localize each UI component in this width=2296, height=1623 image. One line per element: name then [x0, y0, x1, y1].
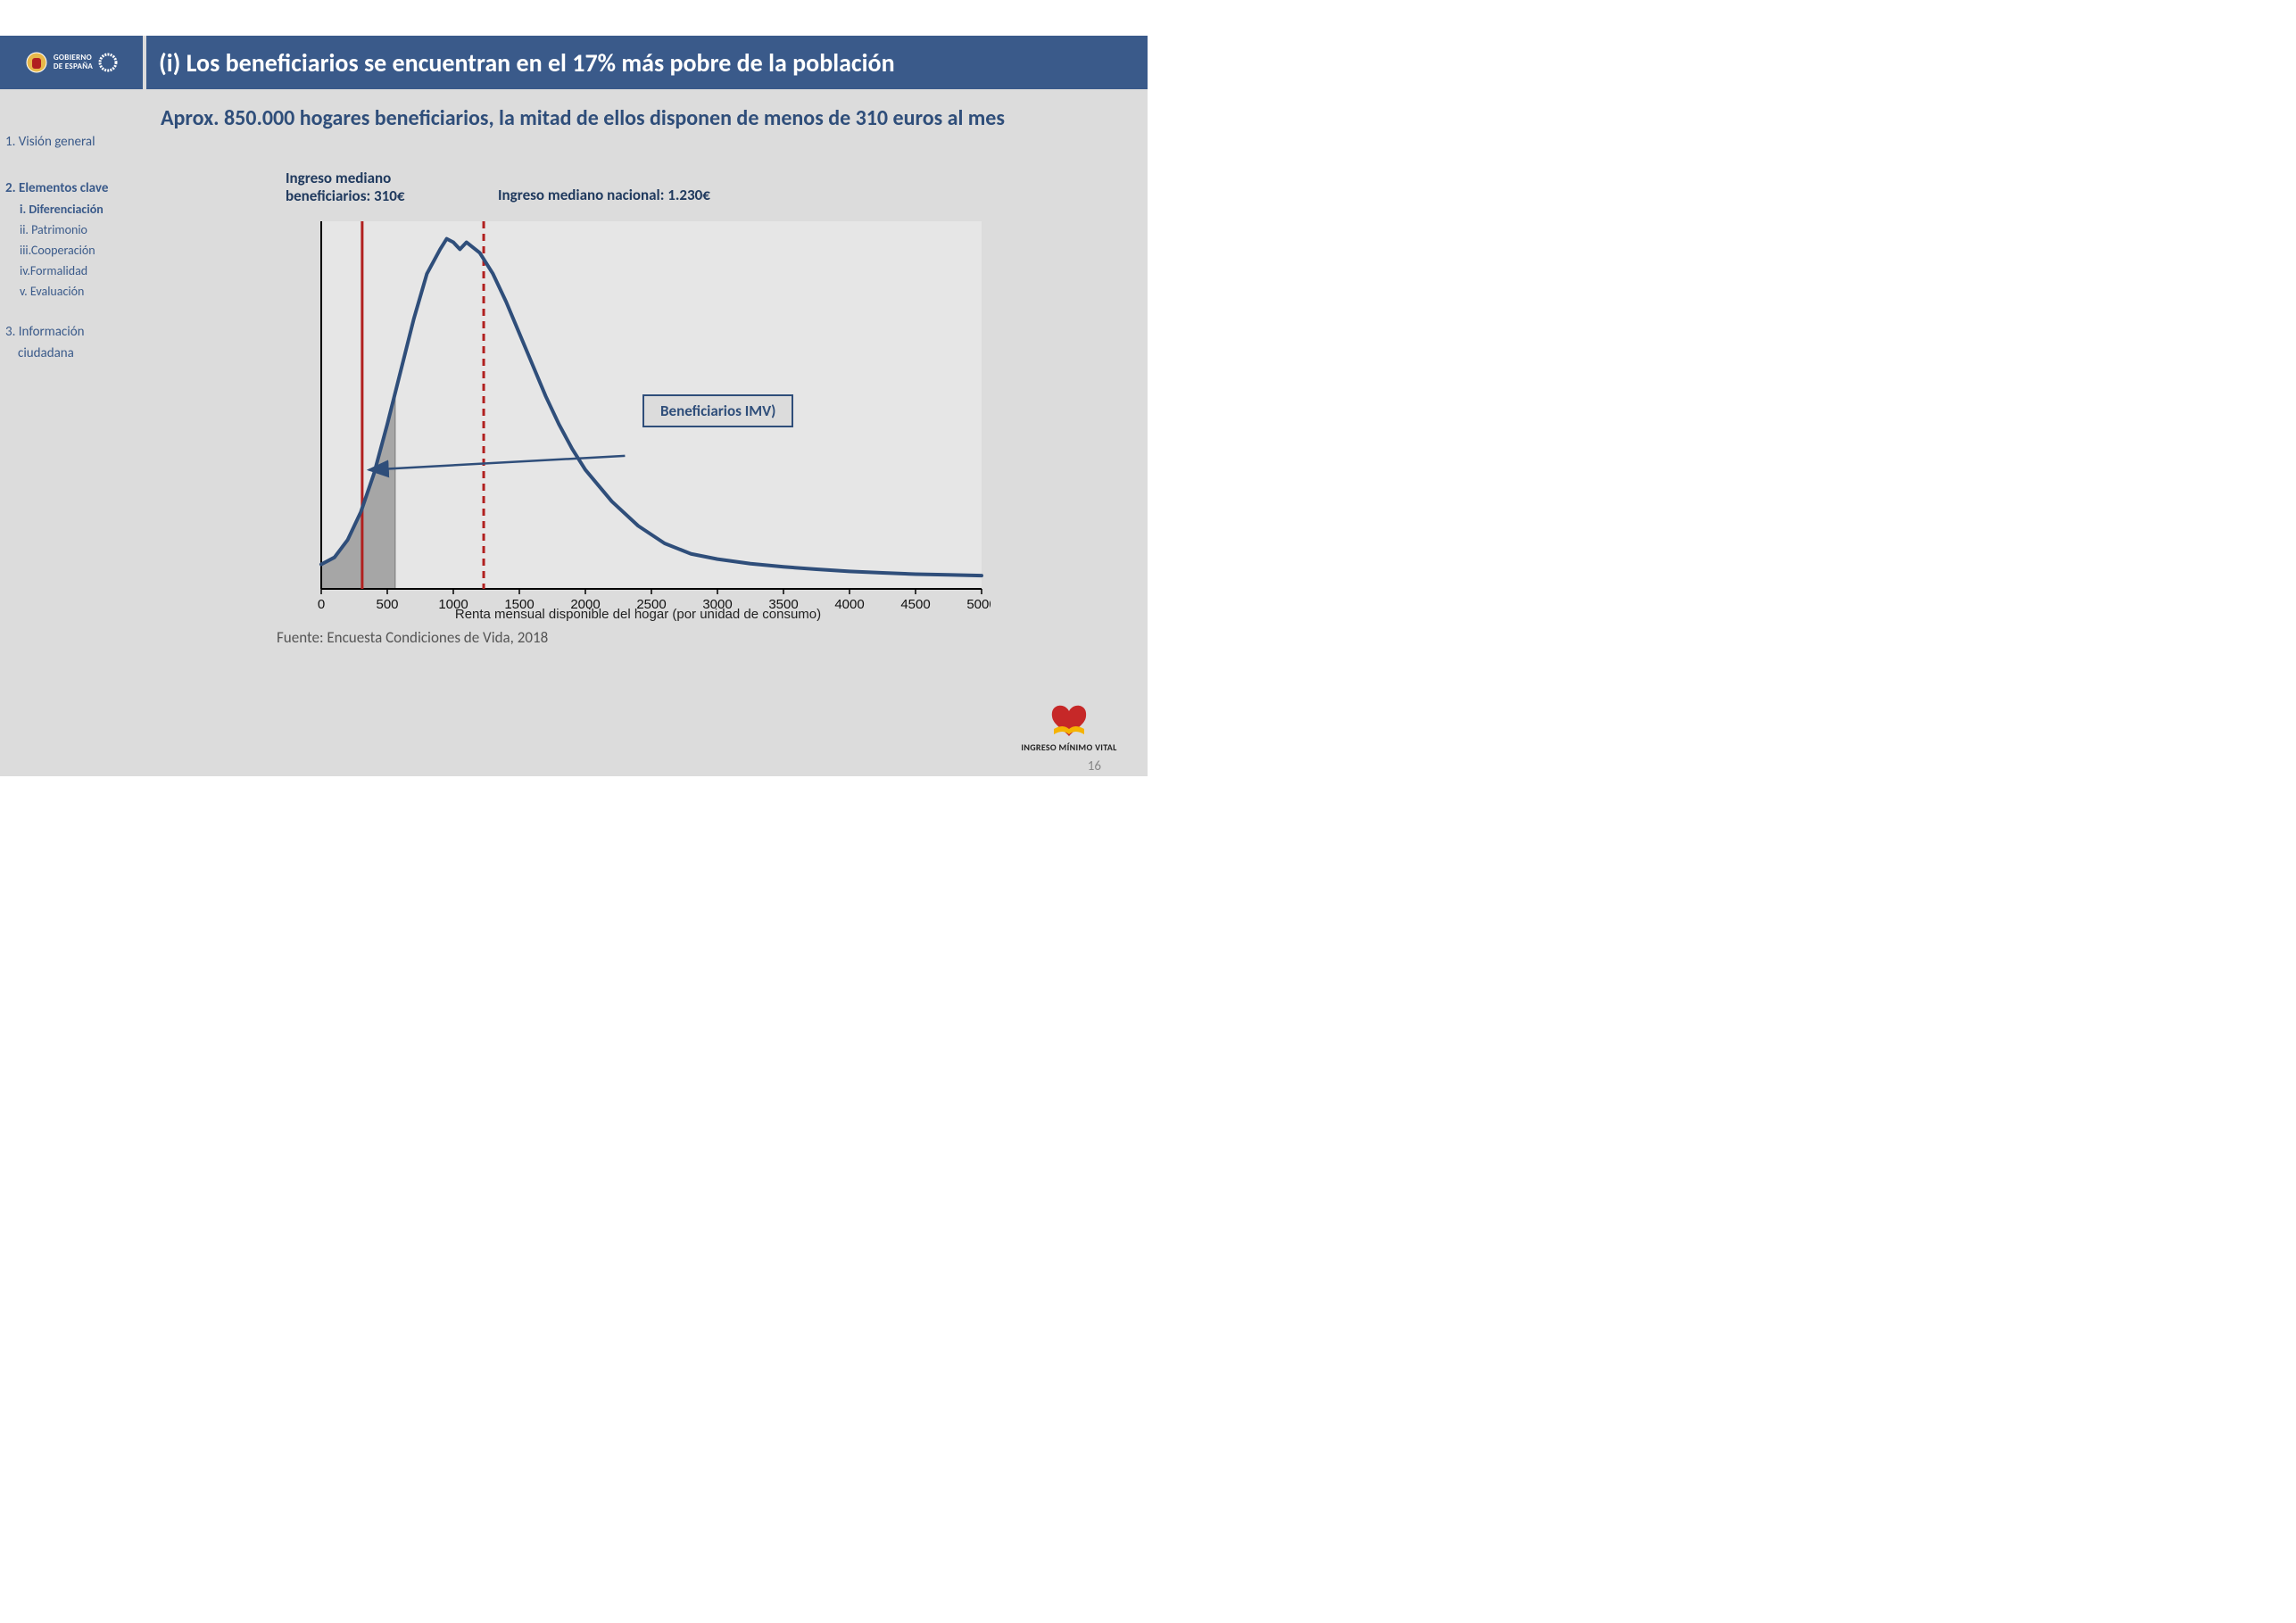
slide-subtitle: Aprox. 850.000 hogares beneficiarios, la… — [161, 105, 1133, 132]
gov-text: GOBIERNO DE ESPAÑA — [54, 54, 93, 71]
sidebar-item[interactable]: 1. Visión general — [5, 134, 162, 150]
agenda-2030-icon — [98, 53, 118, 72]
footer-logo: INGRESO MÍNIMO VITAL — [1007, 702, 1131, 753]
chart-xlabel: Renta mensual disponible del hogar (por … — [286, 607, 991, 622]
density-chart: 0500100015002000250030003500400045005000… — [286, 218, 991, 628]
sidebar-nav: 1. Visión general 2. Elementos clave i. Di… — [5, 125, 162, 367]
page-number: 16 — [1088, 758, 1101, 774]
sidebar-subitem[interactable]: i. Diferenciación — [20, 202, 162, 217]
annotation-median-beneficiaries: Ingreso mediano beneficiarios: 310€ — [286, 170, 473, 204]
slide-title: (i) Los beneficiarios se encuentran en e… — [143, 36, 1148, 89]
header-bar: GOBIERNO DE ESPAÑA (i) Los beneficiarios… — [0, 36, 1148, 89]
sidebar-subitem[interactable]: iii.Cooperación — [20, 243, 162, 258]
sidebar-subitem[interactable]: v. Evaluación — [20, 284, 162, 299]
sidebar-subitem[interactable]: ii. Patrimonio — [20, 222, 162, 237]
gov-logo-box: GOBIERNO DE ESPAÑA — [0, 36, 143, 89]
chart-svg: 0500100015002000250030003500400045005000 — [286, 218, 991, 628]
chart-source: Fuente: Encuesta Condiciones de Vida, 20… — [277, 628, 548, 647]
sidebar-item-cont: ciudadana — [18, 345, 162, 361]
callout-beneficiaries: Beneficiarios IMV) — [642, 394, 793, 427]
gov-line2: DE ESPAÑA — [54, 62, 93, 71]
sidebar-item[interactable]: 3. Información — [5, 324, 162, 340]
coat-of-arms-icon — [25, 51, 48, 74]
footer-logo-label: INGRESO MÍNIMO VITAL — [1007, 741, 1131, 753]
sidebar-subitem[interactable]: iv.Formalidad — [20, 263, 162, 278]
heart-hands-icon — [1038, 702, 1100, 740]
sidebar-item[interactable]: 2. Elementos clave — [5, 180, 162, 196]
chart-annotations: Ingreso mediano beneficiarios: 310€ Ingr… — [286, 170, 928, 204]
annotation-median-national: Ingreso mediano nacional: 1.230€ — [498, 170, 710, 204]
content-area: Aprox. 850.000 hogares beneficiarios, la… — [161, 105, 1133, 132]
